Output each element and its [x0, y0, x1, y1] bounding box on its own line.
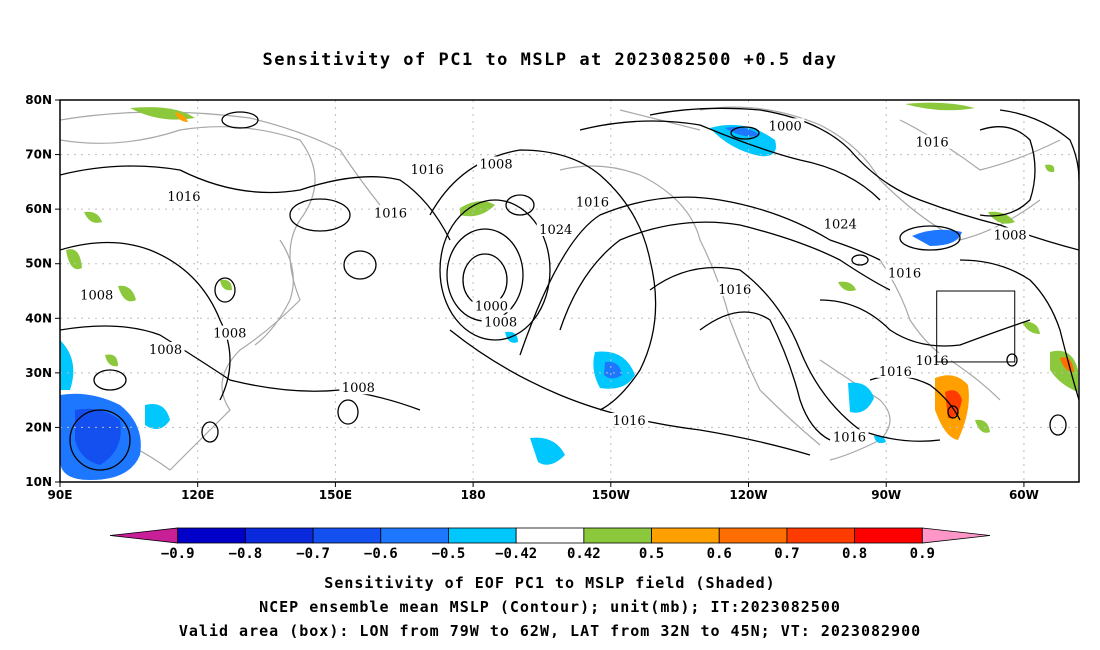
contour-label-bg: [610, 412, 649, 427]
lat-tick-label: 50N: [25, 257, 52, 271]
lat-tick-label: 60N: [25, 202, 52, 216]
lon-tick-label: 180: [461, 488, 486, 502]
lon-tick-label: 90E: [48, 488, 73, 502]
colorbar-label: 0.8: [842, 546, 867, 562]
lat-tick-label: 30N: [25, 366, 52, 380]
contour-label-bg: [715, 282, 754, 296]
contour-label-bg: [477, 156, 516, 171]
contour-label: 1008: [994, 228, 1027, 243]
sensitivity-shading: [60, 102, 1078, 480]
contour-label: 1016: [374, 207, 407, 222]
contour-label-bg: [339, 380, 378, 395]
colorbar-label: −0.8: [229, 546, 263, 562]
colorbar-label: 0.7: [774, 546, 799, 562]
contour-label-bg: [885, 265, 924, 280]
contour-label: 1008: [80, 288, 113, 303]
lat-tick-label: 20N: [25, 420, 52, 434]
contour-label: 1016: [411, 163, 444, 178]
contour-label: 1008: [149, 343, 182, 358]
contour-label: 1008: [480, 157, 513, 172]
caption-line-2: NCEP ensemble mean MSLP (Contour); unit(…: [259, 598, 841, 616]
contour-label-bg: [210, 325, 249, 340]
map-title: Sensitivity of PC1 to MSLP at 2023082500…: [262, 50, 838, 70]
colorbar-swatch: [651, 527, 720, 544]
contour-label: 1016: [916, 354, 949, 369]
contour-label-bg: [77, 287, 116, 302]
lat-tick-label: 40N: [25, 311, 52, 325]
contour-label: 1000: [475, 299, 508, 314]
colorbar-swatch: [177, 527, 246, 544]
contour-label-bg: [991, 227, 1030, 242]
colorbar-label: −0.42: [495, 546, 537, 562]
contour-label-bg: [821, 216, 860, 231]
contour-label-bg: [146, 342, 185, 357]
colorbar-swatch: [448, 527, 517, 544]
caption-line-3: Valid area (box): LON from 79W to 62W, L…: [178, 622, 922, 640]
contour-label: 1024: [539, 223, 572, 238]
contour-label: 1016: [888, 267, 921, 282]
axis-labels: 90E 120E 150E 180 150W 120W 90W 60W 80N 70N 60N 50N…: [25, 93, 1039, 502]
contour-label: 1016: [167, 190, 200, 205]
contour-label: 1016: [613, 414, 646, 429]
lon-tick-label: 150E: [319, 488, 352, 502]
valid-area-box: [936, 290, 1016, 363]
contour-label: 1024: [824, 218, 857, 233]
colorbar-label: −0.7: [296, 546, 330, 562]
graticule: [60, 100, 1079, 482]
contour-label: 1016: [718, 283, 751, 298]
colorbar-swatch: [312, 527, 382, 544]
contour-label-bg: [830, 429, 869, 444]
colorbar-swatch: [380, 527, 449, 544]
colorbar-label: −0.9: [161, 546, 195, 562]
contour-label: 1016: [833, 430, 866, 445]
contour-label-bg: [573, 194, 612, 209]
colorbar-label: −0.6: [364, 546, 398, 562]
contour-label-bg: [876, 363, 915, 378]
lon-tick-label: 120W: [729, 488, 767, 502]
colorbar: −0.9 −0.8 −0.7 −0.6 −0.5 −0.42 0.42 0.5 0.6 0.7 0.…: [109, 527, 991, 562]
contour-label-bg: [536, 221, 575, 236]
contour-label: 1000: [769, 119, 802, 134]
contour-label-bg: [408, 161, 447, 176]
lon-tick-label: 90W: [871, 488, 901, 502]
contour-label-bg: [913, 352, 952, 367]
lat-tick-label: 80N: [25, 93, 52, 107]
colorbar-label: 0.5: [639, 546, 664, 562]
lon-tick-label: 150W: [592, 488, 630, 502]
coastlines: [60, 106, 1061, 471]
lat-tick-label: 70N: [25, 148, 52, 162]
colorbar-swatch: [583, 527, 652, 544]
contour-label: 1008: [484, 316, 517, 331]
contour-label-bg: [164, 189, 203, 204]
lon-tick-label: 60W: [1009, 488, 1039, 502]
contour-label: 1008: [213, 327, 246, 342]
contour-label: 1008: [342, 381, 375, 396]
mslp-contours: [60, 107, 1079, 471]
plot-frame: [59, 99, 1080, 483]
caption-line-1: Sensitivity of EOF PC1 to MSLP field (Sh…: [324, 574, 776, 592]
contour-label: 1016: [916, 136, 949, 151]
colorbar-label: −0.5: [432, 546, 466, 562]
colorbar-swatch: [921, 527, 991, 544]
colorbar-swatch: [244, 527, 314, 544]
contour-label-bg: [481, 314, 520, 329]
colorbar-swatch: [109, 527, 179, 544]
contour-label-bg: [913, 134, 952, 149]
colorbar-swatch: [854, 527, 923, 544]
contour-label-bg: [766, 118, 805, 133]
colorbar-label: 0.42: [567, 546, 601, 562]
colorbar-label: 0.9: [910, 546, 935, 562]
contour-label-bg: [472, 298, 511, 313]
lat-tick-label: 10N: [25, 475, 52, 489]
colorbar-label: 0.6: [707, 546, 732, 562]
colorbar-swatch: [786, 527, 856, 544]
colorbar-swatch: [515, 527, 585, 544]
contour-label-bg: [371, 205, 410, 220]
contour-label: 1016: [576, 196, 609, 211]
lon-tick-label: 120E: [181, 488, 214, 502]
contour-labels: 1016 1016 1016 1008 1008 1008 1008 1008 1000 1008…: [77, 118, 1030, 445]
contour-label: 1016: [879, 365, 912, 380]
colorbar-swatch: [718, 527, 788, 544]
